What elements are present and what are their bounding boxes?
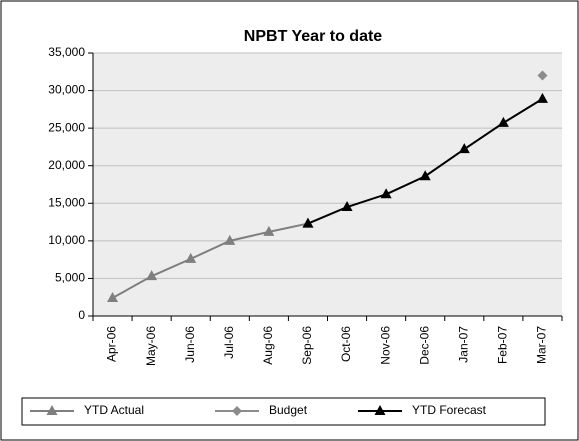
series-line [112, 222, 309, 299]
x-tick-label: May-06 [144, 326, 158, 366]
data-point [497, 116, 509, 127]
data-point [185, 252, 197, 263]
y-tick-label: 5,000 [55, 271, 85, 285]
x-tick-label: Jun-06 [183, 326, 197, 363]
x-tick-label: Jan-07 [456, 326, 470, 363]
legend-marker [46, 405, 58, 415]
x-tick-label: Apr-06 [105, 326, 119, 362]
y-tick-label: 10,000 [48, 233, 85, 247]
data-point [341, 201, 353, 212]
x-tick-label: Feb-07 [496, 326, 510, 364]
y-tick-label: 25,000 [48, 120, 85, 134]
data-point [419, 170, 431, 181]
y-tick-label: 30,000 [48, 83, 85, 97]
data-point [537, 70, 548, 81]
legend-box [21, 397, 546, 426]
legend-label: YTD Forecast [412, 403, 487, 417]
legend-label: Budget [269, 403, 308, 417]
legend-label: YTD Actual [84, 403, 144, 417]
y-tick-label: 0 [78, 308, 85, 322]
plot-area [93, 53, 562, 316]
data-point [146, 270, 158, 281]
data-point [302, 217, 314, 228]
x-tick-label: Nov-06 [378, 326, 392, 365]
x-tick-label: Jul-06 [222, 326, 236, 359]
data-point [263, 225, 275, 236]
x-tick-label: Oct-06 [339, 326, 353, 362]
y-tick-label: 15,000 [48, 195, 85, 209]
x-tick-label: Dec-06 [417, 326, 431, 365]
data-point [458, 143, 470, 154]
data-point [536, 92, 548, 103]
x-tick-label: Sep-06 [300, 326, 314, 365]
legend-marker [232, 406, 242, 416]
data-point [224, 234, 236, 245]
x-tick-label: Mar-07 [535, 326, 549, 364]
legend-marker [374, 405, 386, 415]
x-tick-label: Aug-06 [261, 326, 275, 365]
data-point [107, 291, 119, 302]
y-tick-label: 20,000 [48, 158, 85, 172]
data-point [380, 188, 392, 199]
chart-title: NPBT Year to date [244, 28, 383, 45]
y-tick-label: 35,000 [48, 45, 85, 59]
